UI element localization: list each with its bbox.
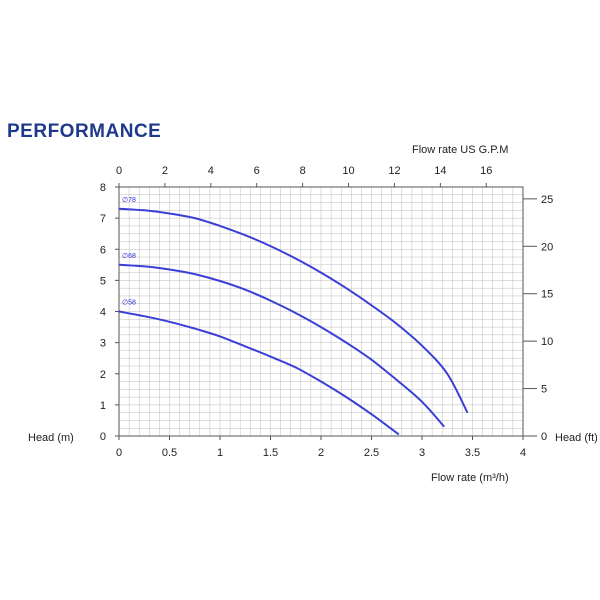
bottom-tick-label: 0 <box>116 447 122 459</box>
left-tick-label: 0 <box>100 431 106 443</box>
bottom-tick-label: 1 <box>217 447 223 459</box>
top-tick-label: 0 <box>116 165 122 177</box>
series-label: ∅68 <box>122 253 136 260</box>
left-tick-label: 2 <box>100 369 106 381</box>
series-line-78 <box>118 207 469 414</box>
series-label: ∅78 <box>122 197 136 204</box>
right-tick-label: 0 <box>541 431 547 443</box>
right-tick-label: 20 <box>541 241 553 253</box>
axis-labels: Head (m) Head (ft) Flow rate (m³/h) Flow… <box>28 144 598 484</box>
bottom-tick-label: 0.5 <box>162 447 177 459</box>
top-tick-label: 12 <box>388 165 400 177</box>
left-tick-label: 7 <box>100 213 106 225</box>
right-axis-label: Head (ft) <box>555 432 598 444</box>
chart-title: PERFORMANCE <box>7 121 162 142</box>
series-line-68 <box>118 263 445 428</box>
top-tick-label: 10 <box>342 165 354 177</box>
top-tick-label: 6 <box>254 165 260 177</box>
right-tick-label: 25 <box>541 194 553 206</box>
chart-grid <box>119 187 523 436</box>
series-line-58 <box>118 310 400 436</box>
bottom-tick-label: 1.5 <box>263 447 278 459</box>
left-tick-label: 8 <box>100 182 106 194</box>
top-tick-label: 4 <box>208 165 214 177</box>
series-label: ∅58 <box>122 300 136 307</box>
right-axis-ticks: 0 5 10 15 20 25 <box>523 194 553 443</box>
top-tick-label: 2 <box>162 165 168 177</box>
bottom-axis-ticks: 0 0.5 1 1.5 2 2.5 3 3.5 4 <box>116 436 526 459</box>
left-axis-ticks: 0 1 2 3 4 5 6 7 8 <box>100 182 119 443</box>
pump-curves: ∅78 ∅68 ∅58 <box>118 197 469 436</box>
bottom-tick-label: 2.5 <box>364 447 379 459</box>
bottom-axis-label: Flow rate (m³/h) <box>431 472 509 484</box>
top-axis-ticks: 0 2 4 6 8 10 12 14 16 <box>116 165 492 187</box>
right-tick-label: 15 <box>541 289 553 301</box>
bottom-tick-label: 4 <box>520 447 526 459</box>
left-tick-label: 5 <box>100 275 106 287</box>
right-tick-label: 5 <box>541 384 547 396</box>
bottom-tick-label: 2 <box>318 447 324 459</box>
left-tick-label: 1 <box>100 400 106 412</box>
top-tick-label: 8 <box>300 165 306 177</box>
top-tick-label: 16 <box>480 165 492 177</box>
left-tick-label: 3 <box>100 338 106 350</box>
bottom-tick-label: 3 <box>419 447 425 459</box>
bottom-tick-label: 3.5 <box>465 447 480 459</box>
right-tick-label: 10 <box>541 336 553 348</box>
left-tick-label: 6 <box>100 244 106 256</box>
top-axis-label: Flow rate US G.P.M <box>412 144 508 156</box>
left-axis-label: Head (m) <box>28 432 74 444</box>
top-tick-label: 14 <box>434 165 446 177</box>
left-tick-label: 4 <box>100 307 106 319</box>
